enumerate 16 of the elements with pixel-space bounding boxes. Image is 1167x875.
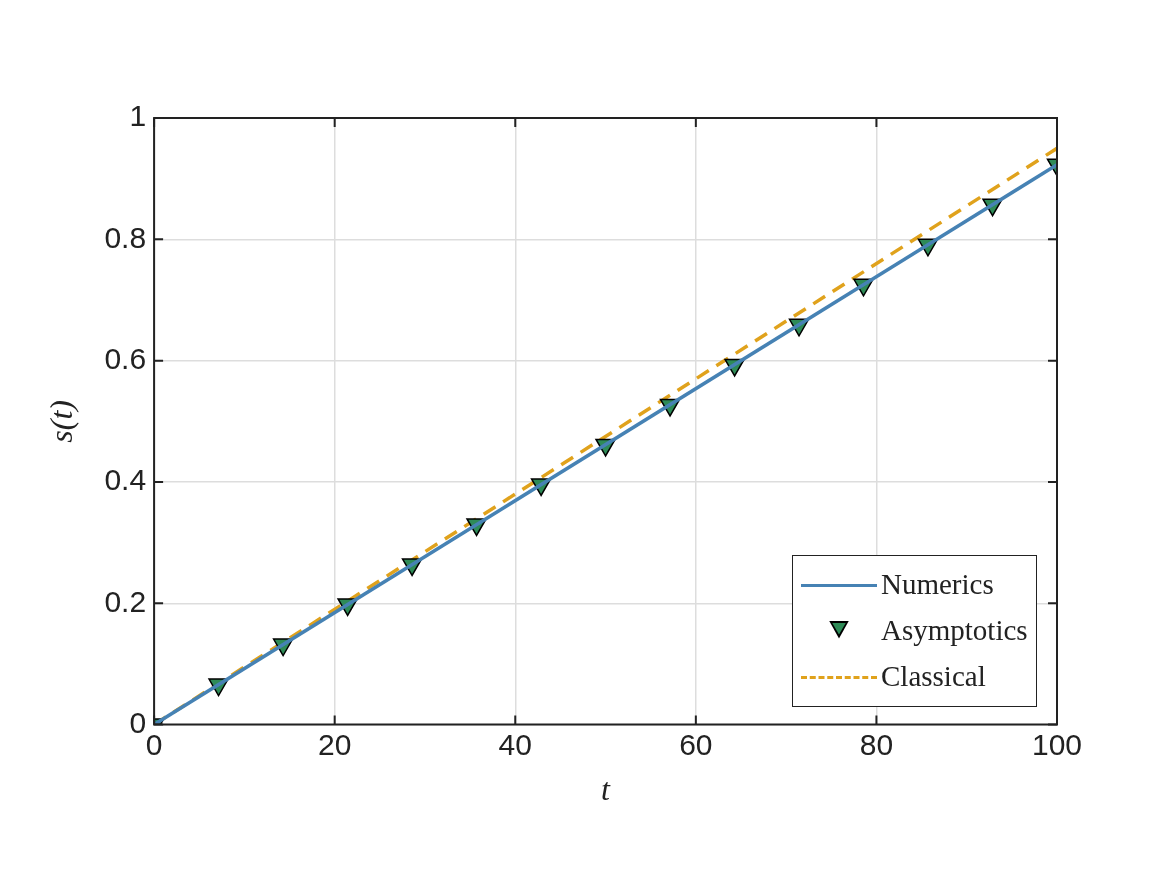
x-axis-title: t	[601, 771, 612, 808]
x-tick-label: 60	[679, 727, 713, 761]
legend-label: Asymptotics	[881, 614, 1028, 648]
y-tick-label: 1	[129, 99, 147, 133]
y-tick-label: 0.6	[104, 341, 147, 375]
x-tick-label: 100	[1031, 727, 1083, 761]
x-tick-label: 80	[859, 727, 894, 761]
y-tick-label: 0.2	[104, 584, 147, 618]
x-tick-label: 40	[498, 727, 532, 761]
y-tick-label: 0.4	[104, 463, 147, 497]
y-tick-label: 0	[129, 705, 147, 739]
y-axis-title: s(t)	[42, 399, 79, 443]
x-tick-label: 20	[318, 727, 352, 761]
legend-label: Numerics	[881, 568, 994, 602]
y-tick-label: 0.8	[104, 220, 147, 254]
legend-label: Classical	[881, 660, 986, 694]
